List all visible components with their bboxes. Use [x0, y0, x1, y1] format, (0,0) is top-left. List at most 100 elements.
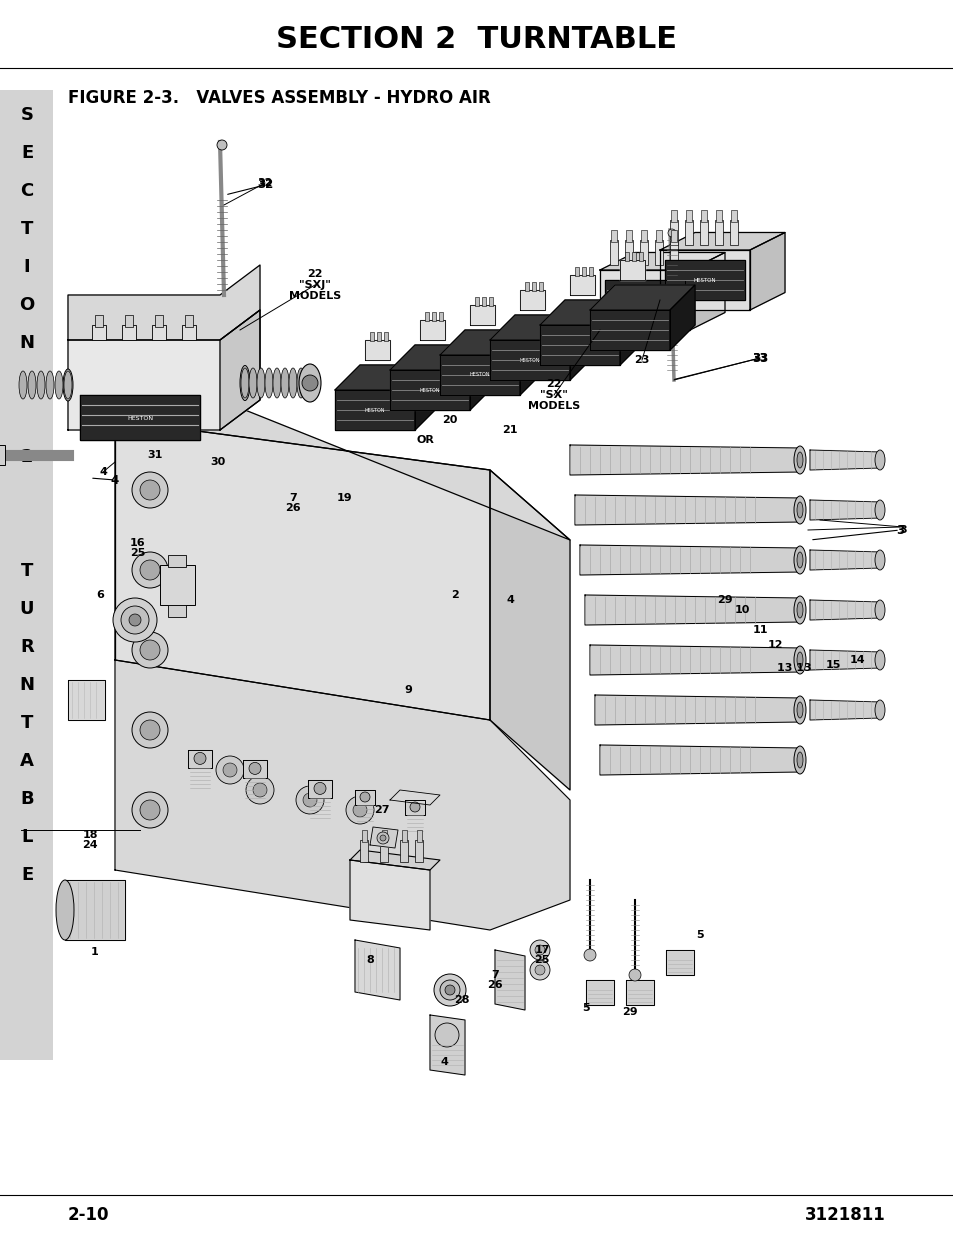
- Bar: [168, 605, 186, 618]
- Text: 2: 2: [451, 590, 458, 600]
- Bar: [91, 325, 106, 340]
- Circle shape: [140, 640, 160, 659]
- Polygon shape: [659, 249, 749, 310]
- Bar: [154, 315, 163, 327]
- Bar: [415, 840, 422, 862]
- Polygon shape: [390, 790, 439, 805]
- Text: HESTON: HESTON: [127, 415, 152, 420]
- Polygon shape: [470, 305, 495, 325]
- Text: A: A: [20, 752, 34, 769]
- Polygon shape: [664, 261, 744, 300]
- Bar: [538, 282, 542, 291]
- Circle shape: [140, 720, 160, 740]
- Polygon shape: [659, 232, 784, 249]
- Ellipse shape: [796, 752, 802, 768]
- Text: 8: 8: [366, 955, 374, 965]
- Bar: [716, 210, 721, 222]
- Text: E: E: [21, 866, 33, 884]
- Text: 3121811: 3121811: [804, 1207, 885, 1224]
- Text: 27: 27: [374, 805, 390, 815]
- Bar: [185, 315, 193, 327]
- Text: 2-10: 2-10: [68, 1207, 110, 1224]
- Polygon shape: [809, 500, 879, 520]
- Ellipse shape: [273, 368, 281, 398]
- Text: 14: 14: [849, 655, 865, 664]
- Bar: [384, 332, 388, 341]
- Text: 22
"SXJ"
MODELS: 22 "SXJ" MODELS: [289, 269, 341, 301]
- Text: N: N: [19, 676, 34, 694]
- Polygon shape: [243, 760, 267, 778]
- Text: T: T: [21, 562, 33, 580]
- Text: 5: 5: [581, 1003, 589, 1013]
- Ellipse shape: [296, 368, 305, 398]
- Polygon shape: [419, 320, 444, 340]
- Bar: [489, 296, 493, 306]
- Text: HESTON: HESTON: [693, 278, 716, 283]
- Text: 4: 4: [439, 1057, 448, 1067]
- Text: 31: 31: [147, 450, 163, 459]
- Circle shape: [140, 800, 160, 820]
- Bar: [610, 230, 617, 242]
- Text: 32: 32: [256, 179, 273, 191]
- Bar: [524, 282, 529, 291]
- Circle shape: [376, 832, 389, 844]
- Bar: [624, 240, 633, 266]
- Polygon shape: [350, 850, 439, 869]
- Text: HESTON: HESTON: [519, 357, 539, 363]
- Text: 33: 33: [751, 352, 767, 364]
- Circle shape: [530, 960, 550, 981]
- Polygon shape: [115, 420, 490, 720]
- Polygon shape: [370, 827, 397, 848]
- Circle shape: [132, 472, 168, 508]
- Polygon shape: [335, 366, 439, 390]
- Text: 4: 4: [99, 467, 107, 477]
- Ellipse shape: [793, 597, 805, 624]
- Bar: [95, 315, 103, 327]
- Polygon shape: [308, 781, 332, 798]
- Polygon shape: [65, 881, 125, 940]
- Polygon shape: [619, 300, 644, 366]
- Circle shape: [140, 559, 160, 580]
- Ellipse shape: [265, 368, 273, 398]
- Polygon shape: [355, 790, 375, 805]
- Text: FIGURE 2-3.   VALVES ASSEMBLY - HYDRO AIR: FIGURE 2-3. VALVES ASSEMBLY - HYDRO AIR: [68, 89, 490, 107]
- Circle shape: [193, 752, 206, 764]
- Polygon shape: [539, 300, 644, 325]
- Bar: [609, 240, 618, 266]
- Text: 4: 4: [505, 595, 514, 605]
- Text: L: L: [21, 827, 32, 846]
- Polygon shape: [68, 680, 105, 720]
- Ellipse shape: [298, 364, 320, 403]
- Circle shape: [216, 140, 227, 149]
- Circle shape: [535, 945, 544, 955]
- Text: 9: 9: [404, 685, 412, 695]
- Circle shape: [121, 606, 149, 634]
- Polygon shape: [579, 545, 800, 576]
- Ellipse shape: [55, 370, 63, 399]
- Ellipse shape: [796, 552, 802, 568]
- Text: 33: 33: [752, 353, 767, 363]
- Polygon shape: [365, 340, 390, 359]
- Circle shape: [129, 614, 141, 626]
- Text: 5: 5: [696, 930, 703, 940]
- Bar: [438, 312, 442, 321]
- Circle shape: [444, 986, 455, 995]
- Ellipse shape: [796, 601, 802, 618]
- Circle shape: [535, 965, 544, 974]
- Bar: [122, 325, 136, 340]
- Text: 15: 15: [824, 659, 840, 671]
- Text: E: E: [21, 144, 33, 162]
- Polygon shape: [589, 645, 800, 676]
- Text: 21: 21: [501, 425, 517, 435]
- Ellipse shape: [249, 368, 256, 398]
- Bar: [656, 230, 661, 242]
- Circle shape: [132, 632, 168, 668]
- Bar: [399, 840, 408, 862]
- Polygon shape: [809, 550, 879, 571]
- Circle shape: [314, 783, 326, 794]
- Bar: [168, 555, 186, 567]
- Polygon shape: [519, 330, 544, 395]
- Bar: [729, 220, 738, 245]
- Polygon shape: [115, 659, 569, 930]
- Text: 3: 3: [895, 524, 903, 536]
